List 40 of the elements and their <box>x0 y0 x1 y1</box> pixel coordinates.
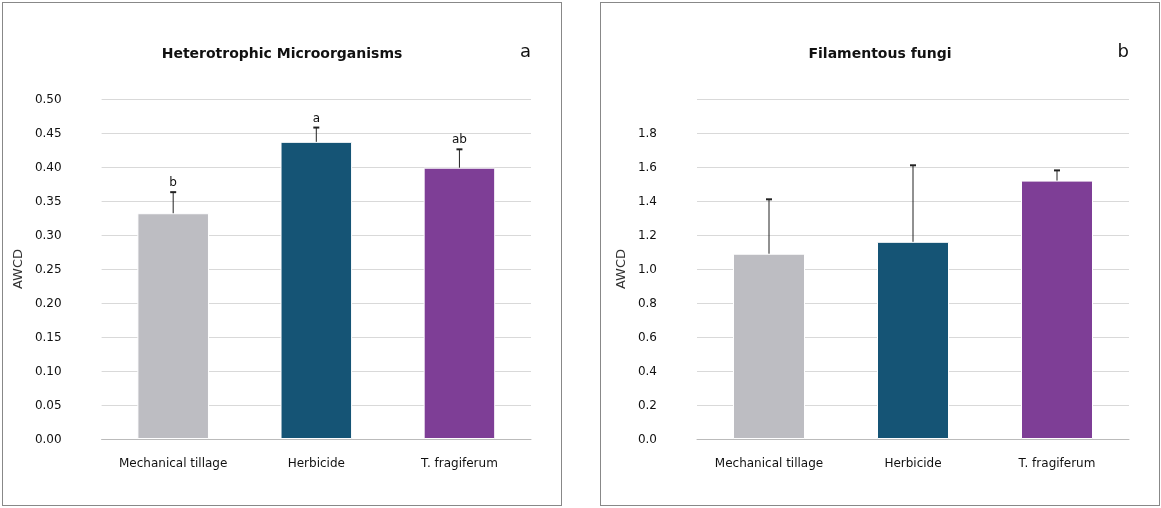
x-tick-label: Herbicide <box>884 456 942 470</box>
x-tick-label: Herbicide <box>287 456 345 470</box>
y-tick-label: 0.45 <box>34 126 62 140</box>
y-axis-title: AWCD <box>613 248 629 290</box>
x-tick-label: Mechanical tillage <box>118 456 228 470</box>
y-tick-label: 0.30 <box>34 228 62 242</box>
y-tick-label: 0.8 <box>637 296 657 310</box>
y-tick-label: 0.25 <box>34 262 62 276</box>
y-tick-label: 0.4 <box>637 364 657 378</box>
y-tick-label: 1.8 <box>637 126 657 140</box>
bar <box>877 241 949 439</box>
bar <box>1021 180 1093 439</box>
y-tick-label: 1.0 <box>637 262 657 276</box>
y-tick-label: 0.6 <box>637 330 657 344</box>
y-tick-label: 1.2 <box>637 228 657 242</box>
y-tick-label: 1.4 <box>637 194 657 208</box>
annotation: ab <box>451 132 467 147</box>
y-tick-label: 0.0 <box>637 432 657 446</box>
y-tick-label: 0.35 <box>34 194 62 208</box>
y-tick-label: 0.20 <box>34 296 62 310</box>
y-tick-label: 0.15 <box>34 330 62 344</box>
y-axis-title: AWCD <box>10 248 25 290</box>
y-tick-label: 0.2 <box>637 398 657 412</box>
y-tick-label: 0.50 <box>34 92 62 106</box>
bar <box>423 167 496 439</box>
y-tick-label: 0.10 <box>34 364 62 378</box>
y-tick-label: 0.05 <box>34 398 62 412</box>
text: b <box>1117 39 1130 61</box>
y-tick-label: 0.00 <box>34 432 62 446</box>
x-tick-label: T. fragiferum <box>420 456 498 470</box>
x-tick-label: T. fragiferum <box>1017 456 1096 470</box>
annotation: b <box>169 175 177 190</box>
bar <box>280 141 353 439</box>
x-tick-label: Mechanical tillage <box>714 456 824 470</box>
chart-title: Heterotrophic Microorganisms <box>161 45 403 61</box>
text: a <box>519 39 531 61</box>
chart-title: Filamentous fungi <box>808 45 952 61</box>
y-tick-label: 0.40 <box>34 160 62 174</box>
y-tick-label: 1.6 <box>637 160 657 174</box>
annotation: a <box>312 110 320 125</box>
